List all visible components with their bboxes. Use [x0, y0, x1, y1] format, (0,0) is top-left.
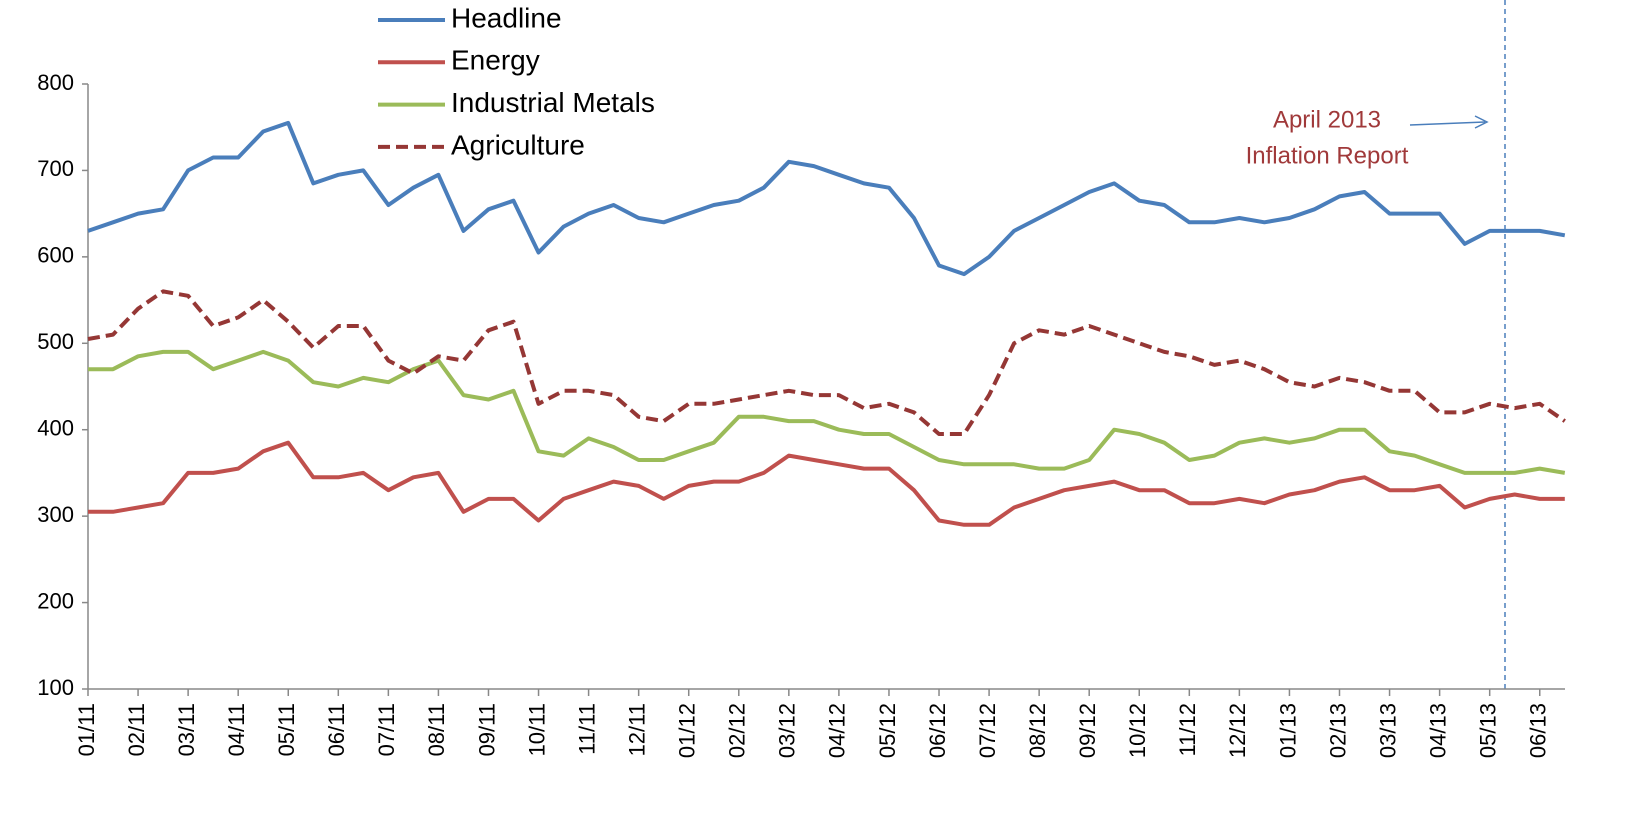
- y-tick-label: 200: [37, 588, 74, 613]
- series-line: [87, 120, 1566, 277]
- x-tick-label: 12/11: [624, 703, 649, 756]
- annotation-line: Inflation Report: [1246, 142, 1409, 169]
- x-tick-label: 08/11: [424, 703, 449, 756]
- y-tick-label: 500: [37, 329, 74, 354]
- x-tick-label: 12/12: [1225, 703, 1250, 758]
- x-tick-label: 04/11: [224, 703, 249, 756]
- x-tick-label: 01/11: [74, 703, 99, 756]
- x-tick-label: 09/11: [474, 703, 499, 756]
- x-tick-label: 01/13: [1275, 703, 1300, 758]
- x-tick-label: 02/13: [1325, 703, 1350, 758]
- x-tick-label: 05/13: [1475, 703, 1500, 758]
- x-tick-label: 07/12: [975, 703, 1000, 758]
- annotation-arrowhead: [1474, 115, 1489, 129]
- annotation-line: April 2013: [1273, 106, 1381, 133]
- x-tick-label: 10/12: [1125, 703, 1150, 758]
- y-tick-label: 600: [37, 243, 74, 268]
- legend-label: Headline: [451, 2, 562, 33]
- x-tick-label: 05/12: [875, 703, 900, 758]
- x-tick-label: 11/12: [1175, 703, 1200, 756]
- series-line: [87, 289, 1566, 436]
- x-tick-label: 09/12: [1075, 703, 1100, 758]
- x-tick-label: 03/12: [775, 703, 800, 758]
- x-tick-label: 07/11: [374, 703, 399, 756]
- x-tick-label: 02/12: [725, 703, 750, 758]
- x-tick-label: 06/12: [925, 703, 950, 758]
- x-tick-label: 04/12: [825, 703, 850, 758]
- legend-label: Agriculture: [451, 129, 585, 160]
- y-tick-label: 400: [37, 416, 74, 441]
- x-tick-label: 03/11: [174, 703, 199, 756]
- y-tick-label: 300: [37, 502, 74, 527]
- x-tick-label: 06/13: [1526, 703, 1551, 758]
- x-tick-label: 10/11: [524, 703, 549, 756]
- y-tick-label: 800: [37, 70, 74, 95]
- x-tick-label: 02/11: [124, 703, 149, 756]
- x-tick-label: 03/13: [1375, 703, 1400, 758]
- x-tick-label: 08/12: [1025, 703, 1050, 758]
- annotation-arrow: [1409, 121, 1486, 126]
- series-line: [88, 440, 1565, 527]
- x-tick-label: 04/13: [1425, 703, 1450, 758]
- x-tick-label: 01/12: [675, 703, 700, 758]
- legend-label: Industrial Metals: [451, 87, 655, 118]
- y-tick-label: 100: [37, 675, 74, 700]
- y-tick-label: 700: [37, 156, 74, 181]
- x-tick-label: 11/11: [574, 703, 599, 755]
- legend-label: Energy: [451, 45, 540, 76]
- x-tick-label: 05/11: [274, 703, 299, 756]
- series-line: [88, 349, 1566, 475]
- x-tick-label: 06/11: [324, 703, 349, 756]
